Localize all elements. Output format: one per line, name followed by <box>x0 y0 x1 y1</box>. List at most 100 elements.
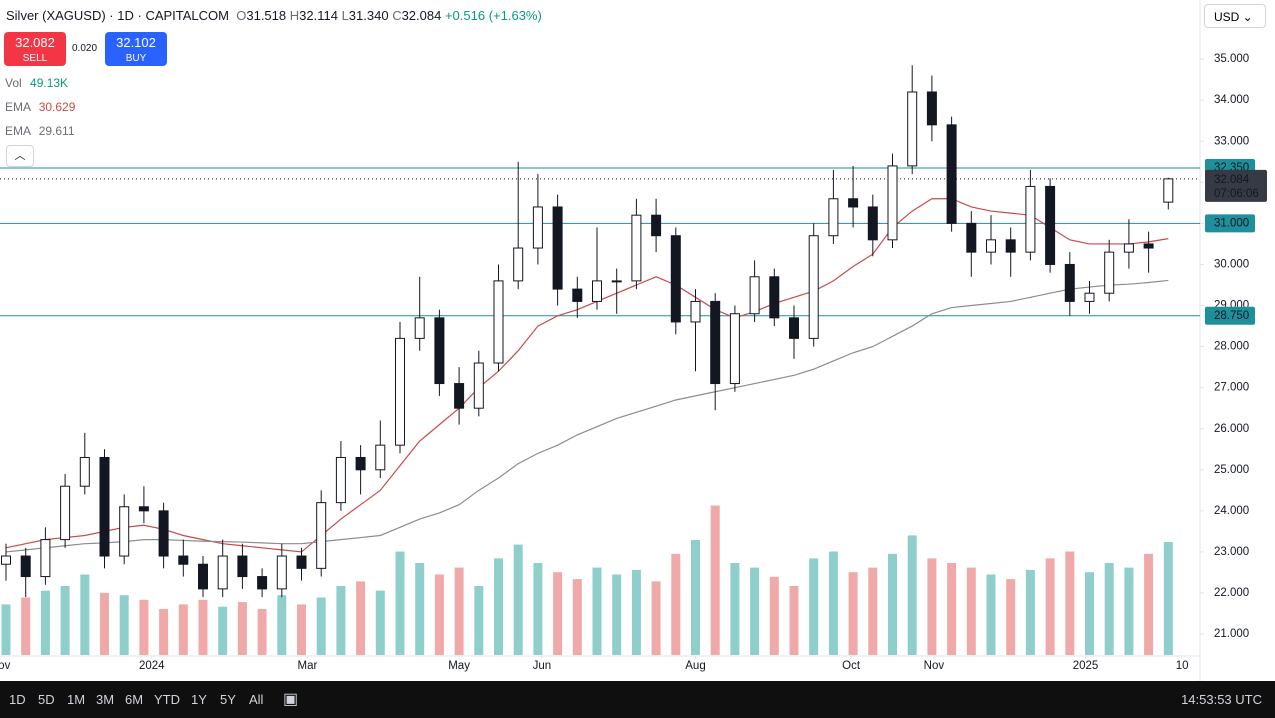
indicator-value: 29.611 <box>38 124 75 138</box>
volume-bar <box>454 567 464 655</box>
candle-body <box>1 555 11 565</box>
buy-label: BUY <box>125 53 147 64</box>
o-label: O <box>236 8 247 23</box>
collapse-button[interactable]: ︿ <box>6 145 34 167</box>
bottom-toolbar: ▣ 14:53:53 UTC 1D 5D 1M 3M 6M YTD 1Y 5Y All <box>0 681 1275 718</box>
volume-bar <box>237 602 247 655</box>
volume-bar <box>40 590 50 655</box>
candle-body <box>1163 178 1174 203</box>
y-tick-label: 30.000 <box>1214 258 1249 270</box>
level-label-box <box>1205 306 1255 325</box>
volume-bar <box>1144 553 1154 655</box>
countdown: 07:06:06 <box>1214 188 1259 200</box>
volume-bar <box>671 553 681 655</box>
volume-bar <box>750 567 760 655</box>
candle-body <box>395 337 405 446</box>
volume-bar <box>1 604 11 655</box>
x-tick-label: 10 <box>1176 660 1189 672</box>
volume-bar <box>947 563 957 655</box>
candle-body <box>532 206 543 249</box>
candle-body <box>749 276 760 315</box>
volume-bar <box>60 586 70 655</box>
buy-button[interactable]: 32.102 BUY <box>105 32 167 66</box>
candle-body <box>119 506 130 557</box>
range-button[interactable]: 6M <box>125 692 144 707</box>
x-tick-label: Nov <box>924 660 945 672</box>
volume-bar <box>612 574 622 655</box>
h-value: 32.114 <box>299 8 338 23</box>
l-label: L <box>341 8 349 23</box>
candle-body <box>217 555 228 590</box>
volume-bar <box>395 551 405 655</box>
sell-label: SELL <box>22 53 48 64</box>
candle-body <box>926 91 937 126</box>
volume-bar <box>434 574 444 655</box>
indicator-value: 30.629 <box>38 100 76 114</box>
interval[interactable]: 1D <box>117 8 134 23</box>
candle-body <box>60 485 71 541</box>
currency-select[interactable]: USD ⌄ <box>1204 4 1266 28</box>
volume-bar <box>198 599 208 655</box>
symbol[interactable]: Silver (XAGUSD) <box>6 8 106 23</box>
volume-bar <box>1163 542 1173 655</box>
candle-body <box>1005 239 1016 253</box>
candle-body <box>690 300 701 323</box>
x-tick-label: Aug <box>685 660 705 672</box>
indicator-name: EMA <box>5 124 31 138</box>
candle-body <box>1123 243 1134 253</box>
candle-body <box>1064 263 1075 302</box>
volume-bar <box>119 595 129 655</box>
c-value: 32.084 <box>401 8 442 23</box>
indicator: Vol 49.13K <box>5 76 68 90</box>
range-button[interactable]: 1M <box>67 692 86 707</box>
x-tick-label: Oct <box>842 660 861 672</box>
volume-bar <box>888 553 897 655</box>
volume-bar <box>553 572 563 655</box>
date-range-icon[interactable]: ▣ <box>283 691 299 708</box>
range-button[interactable]: 3M <box>96 692 115 707</box>
candle-body <box>79 456 90 487</box>
sell-button[interactable]: 32.082 SELL <box>4 32 66 66</box>
volume-bar <box>848 572 858 655</box>
volume-bar <box>1065 551 1075 655</box>
volume-bar <box>513 544 523 655</box>
candle-body <box>867 206 878 241</box>
range-button[interactable]: YTD <box>154 692 180 707</box>
indicator: EMA 30.629 <box>5 100 75 114</box>
range-button[interactable]: 5Y <box>220 692 236 707</box>
range-button[interactable]: 5D <box>38 692 55 707</box>
volume-bar <box>986 574 996 655</box>
volume-bar <box>356 581 366 655</box>
volume-bar <box>592 567 602 655</box>
candle-body <box>1084 292 1095 302</box>
candle-body <box>986 239 996 253</box>
volume-bar <box>927 558 937 655</box>
range-button[interactable]: All <box>249 692 264 707</box>
volume-bar <box>21 597 31 655</box>
x-tick-label: Jun <box>533 660 552 672</box>
range-button[interactable]: 1D <box>9 692 26 707</box>
candle-body <box>138 506 149 512</box>
candle-body <box>335 456 346 504</box>
volume-bar <box>533 563 543 655</box>
sell-price: 32.082 <box>15 35 55 50</box>
y-tick-label: 27.000 <box>1214 382 1249 394</box>
candle-body <box>611 280 622 283</box>
x-tick-label: 2024 <box>139 660 165 672</box>
range-button[interactable]: 1Y <box>191 692 207 707</box>
volume-bar <box>218 606 228 655</box>
candle-body <box>789 317 799 339</box>
indicator: EMA 29.611 <box>5 124 75 138</box>
y-tick-label: 24.000 <box>1214 505 1249 517</box>
volume-bar <box>474 586 484 655</box>
level-label: 31.000 <box>1214 217 1249 229</box>
candle-body <box>434 317 445 385</box>
volume-bar <box>178 604 188 655</box>
volume-bar <box>1124 567 1134 655</box>
candle-body <box>670 235 681 323</box>
last-price-label: 32.084 <box>1214 174 1250 186</box>
candle-body <box>946 124 957 224</box>
spread: 0.020 <box>72 43 98 54</box>
clock: 14:53:53 UTC <box>1181 692 1262 707</box>
